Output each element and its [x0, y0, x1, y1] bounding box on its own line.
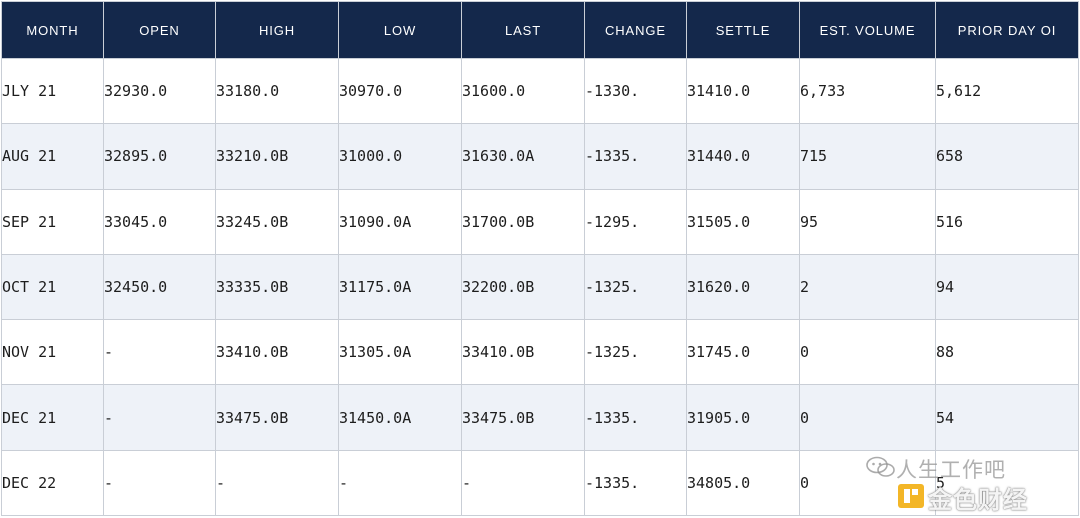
cell-prior-day-oi: 5,612: [935, 57, 1079, 125]
cell-settle: 31440.0: [686, 123, 800, 190]
cell-prior-day-oi: 54: [935, 384, 1079, 451]
cell-low: 31000.0: [338, 123, 462, 190]
cell-month: OCT 21: [1, 253, 104, 321]
cell-last: 31630.0A: [461, 123, 585, 190]
cell-month: DEC 21: [1, 384, 104, 451]
cell-settle: 31745.0: [686, 319, 800, 386]
cell-settle: 31620.0: [686, 253, 800, 321]
table-row: NOV 21 - 33410.0B 31305.0A 33410.0B -132…: [1, 319, 1079, 386]
cell-low: 31450.0A: [338, 384, 462, 451]
table-row: DEC 22 - - - - -1335. 34805.0 0 5: [1, 449, 1079, 517]
cell-month: AUG 21: [1, 123, 104, 190]
cell-change: -1335.: [584, 123, 687, 190]
table-row: OCT 21 32450.0 33335.0B 31175.0A 32200.0…: [1, 253, 1079, 321]
cell-change: -1335.: [584, 449, 687, 517]
cell-settle: 31905.0: [686, 384, 800, 451]
cell-high: 33335.0B: [215, 253, 339, 321]
col-header-month: MONTH: [1, 1, 104, 59]
cell-high: -: [215, 449, 339, 517]
cell-low: -: [338, 449, 462, 517]
cell-settle: 31505.0: [686, 188, 800, 255]
cell-est-volume: 6,733: [799, 57, 936, 125]
cell-est-volume: 0: [799, 319, 936, 386]
cell-open: -: [103, 449, 216, 517]
cell-month: NOV 21: [1, 319, 104, 386]
cell-last: 32200.0B: [461, 253, 585, 321]
cell-est-volume: 2: [799, 253, 936, 321]
cell-last: 33475.0B: [461, 384, 585, 451]
cell-est-volume: 0: [799, 384, 936, 451]
col-header-prior-day-oi: PRIOR DAY OI: [935, 1, 1079, 59]
cell-low: 31175.0A: [338, 253, 462, 321]
cell-low: 31305.0A: [338, 319, 462, 386]
table-row: SEP 21 33045.0 33245.0B 31090.0A 31700.0…: [1, 188, 1079, 255]
cell-open: 32450.0: [103, 253, 216, 321]
table-header: MONTH OPEN HIGH LOW LAST CHANGE SETTLE E…: [1, 1, 1079, 59]
col-header-last: LAST: [461, 1, 585, 59]
cell-open: -: [103, 384, 216, 451]
cell-high: 33410.0B: [215, 319, 339, 386]
cell-open: 32895.0: [103, 123, 216, 190]
cell-high: 33180.0: [215, 57, 339, 125]
cell-prior-day-oi: 88: [935, 319, 1079, 386]
col-header-est-volume: EST. VOLUME: [799, 1, 936, 59]
cell-prior-day-oi: 94: [935, 253, 1079, 321]
cell-change: -1325.: [584, 253, 687, 321]
cell-open: -: [103, 319, 216, 386]
cell-est-volume: 95: [799, 188, 936, 255]
col-header-change: CHANGE: [584, 1, 687, 59]
cell-last: 31600.0: [461, 57, 585, 125]
col-header-open: OPEN: [103, 1, 216, 59]
col-header-low: LOW: [338, 1, 462, 59]
table-body: JLY 21 32930.0 33180.0 30970.0 31600.0 -…: [1, 57, 1079, 517]
cell-change: -1335.: [584, 384, 687, 451]
col-header-settle: SETTLE: [686, 1, 800, 59]
table-row: JLY 21 32930.0 33180.0 30970.0 31600.0 -…: [1, 57, 1079, 125]
cell-month: DEC 22: [1, 449, 104, 517]
cell-last: -: [461, 449, 585, 517]
cell-open: 33045.0: [103, 188, 216, 255]
cell-open: 32930.0: [103, 57, 216, 125]
cell-last: 31700.0B: [461, 188, 585, 255]
cell-last: 33410.0B: [461, 319, 585, 386]
cell-settle: 31410.0: [686, 57, 800, 125]
cell-change: -1295.: [584, 188, 687, 255]
cell-prior-day-oi: 516: [935, 188, 1079, 255]
cell-low: 31090.0A: [338, 188, 462, 255]
cell-change: -1330.: [584, 57, 687, 125]
cell-est-volume: 0: [799, 449, 936, 517]
col-header-high: HIGH: [215, 1, 339, 59]
cell-est-volume: 715: [799, 123, 936, 190]
cell-settle: 34805.0: [686, 449, 800, 517]
cell-high: 33245.0B: [215, 188, 339, 255]
cell-change: -1325.: [584, 319, 687, 386]
table-row: DEC 21 - 33475.0B 31450.0A 33475.0B -133…: [1, 384, 1079, 451]
cell-high: 33210.0B: [215, 123, 339, 190]
cell-prior-day-oi: 5: [935, 449, 1079, 517]
header-row: MONTH OPEN HIGH LOW LAST CHANGE SETTLE E…: [1, 1, 1079, 59]
cell-low: 30970.0: [338, 57, 462, 125]
cell-month: JLY 21: [1, 57, 104, 125]
cell-month: SEP 21: [1, 188, 104, 255]
cell-prior-day-oi: 658: [935, 123, 1079, 190]
cell-high: 33475.0B: [215, 384, 339, 451]
table-row: AUG 21 32895.0 33210.0B 31000.0 31630.0A…: [1, 123, 1079, 190]
